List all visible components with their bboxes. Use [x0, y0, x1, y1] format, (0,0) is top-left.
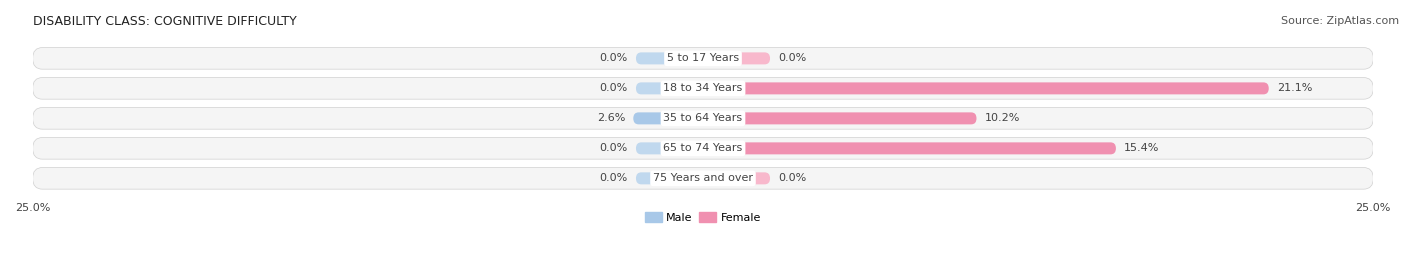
Text: 0.0%: 0.0%	[600, 143, 628, 153]
Text: 0.0%: 0.0%	[600, 173, 628, 183]
FancyBboxPatch shape	[32, 168, 1374, 189]
Text: 0.0%: 0.0%	[600, 83, 628, 93]
Text: 0.0%: 0.0%	[778, 173, 806, 183]
Text: 21.1%: 21.1%	[1277, 83, 1312, 93]
Text: Source: ZipAtlas.com: Source: ZipAtlas.com	[1281, 16, 1399, 26]
FancyBboxPatch shape	[636, 52, 703, 64]
FancyBboxPatch shape	[32, 48, 1374, 69]
FancyBboxPatch shape	[703, 142, 1116, 154]
FancyBboxPatch shape	[633, 112, 703, 124]
FancyBboxPatch shape	[636, 172, 703, 184]
FancyBboxPatch shape	[703, 82, 1268, 94]
Text: 15.4%: 15.4%	[1123, 143, 1160, 153]
Text: 0.0%: 0.0%	[600, 53, 628, 63]
Legend: Male, Female: Male, Female	[641, 208, 765, 227]
Text: 65 to 74 Years: 65 to 74 Years	[664, 143, 742, 153]
FancyBboxPatch shape	[636, 142, 703, 154]
Text: DISABILITY CLASS: COGNITIVE DIFFICULTY: DISABILITY CLASS: COGNITIVE DIFFICULTY	[32, 15, 297, 28]
FancyBboxPatch shape	[703, 172, 770, 184]
Text: 10.2%: 10.2%	[984, 113, 1019, 123]
FancyBboxPatch shape	[703, 112, 977, 124]
Text: 2.6%: 2.6%	[598, 113, 626, 123]
Text: 35 to 64 Years: 35 to 64 Years	[664, 113, 742, 123]
Text: 75 Years and over: 75 Years and over	[652, 173, 754, 183]
FancyBboxPatch shape	[32, 137, 1374, 159]
FancyBboxPatch shape	[32, 108, 1374, 129]
FancyBboxPatch shape	[32, 77, 1374, 99]
Text: 0.0%: 0.0%	[778, 53, 806, 63]
Text: 5 to 17 Years: 5 to 17 Years	[666, 53, 740, 63]
FancyBboxPatch shape	[703, 52, 770, 64]
Text: 18 to 34 Years: 18 to 34 Years	[664, 83, 742, 93]
FancyBboxPatch shape	[636, 82, 703, 94]
